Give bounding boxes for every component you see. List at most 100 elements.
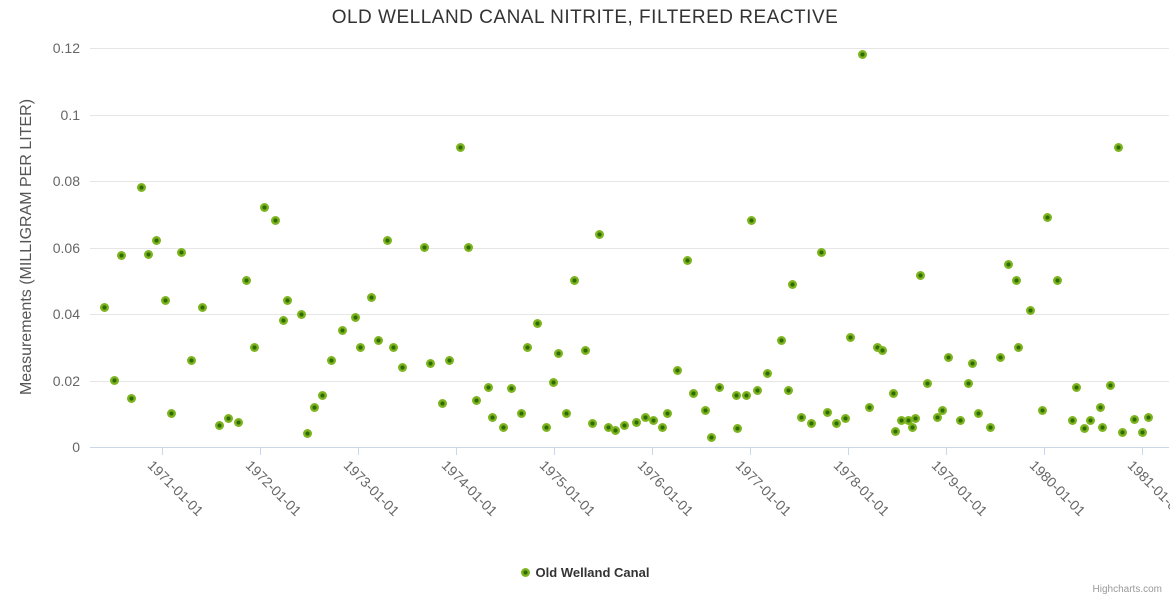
data-point[interactable] [472,395,482,405]
data-point[interactable] [554,349,564,359]
data-point[interactable] [1079,424,1089,434]
data-point[interactable] [197,302,207,312]
data-point[interactable] [327,356,337,366]
data-point[interactable] [1106,380,1116,390]
data-point[interactable] [224,414,234,424]
data-point[interactable] [822,407,832,417]
data-point[interactable] [420,243,430,252]
data-point[interactable] [911,414,921,424]
data-point[interactable] [996,352,1006,362]
legend-item-old-welland-canal[interactable]: Old Welland Canal [535,564,650,580]
data-point[interactable] [658,422,668,432]
data-point[interactable] [753,385,763,395]
data-point[interactable] [817,247,827,257]
data-point[interactable] [487,412,497,422]
data-point[interactable] [840,414,850,424]
data-point[interactable] [787,279,797,289]
data-point[interactable] [673,366,683,376]
data-point[interactable] [932,412,942,422]
data-point[interactable] [161,296,171,306]
data-point[interactable] [382,236,392,246]
data-point[interactable] [587,419,597,429]
data-point[interactable] [367,292,377,302]
data-point[interactable] [908,422,918,432]
data-point[interactable] [570,276,580,286]
data-point[interactable] [964,379,974,389]
data-point[interactable] [611,425,621,435]
data-point[interactable] [783,385,793,395]
data-point[interactable] [99,302,109,312]
data-point[interactable] [1071,382,1081,392]
highcharts-credits-link[interactable]: Highcharts.com [1092,584,1162,595]
data-point[interactable] [973,409,983,419]
data-point[interactable] [215,420,225,430]
data-point[interactable] [241,276,251,286]
data-point[interactable] [1067,415,1077,425]
data-point[interactable] [110,376,120,385]
data-point[interactable] [1043,213,1053,223]
data-point[interactable] [444,356,454,366]
data-point[interactable] [890,426,900,436]
data-point[interactable] [858,50,868,60]
data-point[interactable] [682,256,692,266]
data-point[interactable] [937,405,947,415]
data-point[interactable] [177,247,187,257]
data-point[interactable] [532,319,542,329]
data-point[interactable] [562,409,572,419]
data-point[interactable] [741,390,751,400]
data-point[interactable] [731,390,741,400]
data-point[interactable] [302,429,312,439]
data-point[interactable] [397,362,407,372]
data-point[interactable] [865,402,875,412]
data-point[interactable] [831,419,841,429]
data-point[interactable] [517,409,527,419]
data-point[interactable] [580,346,590,356]
data-point[interactable] [872,342,882,352]
data-point[interactable] [1053,276,1063,286]
data-point[interactable] [271,216,281,226]
data-point[interactable] [732,424,742,434]
data-point[interactable] [426,359,436,369]
data-point[interactable] [388,342,398,352]
data-point[interactable] [456,143,466,153]
data-point[interactable] [604,422,614,432]
data-point[interactable] [296,309,306,319]
data-point[interactable] [523,342,533,352]
data-point[interactable] [922,379,932,389]
data-point[interactable] [541,422,551,432]
data-point[interactable] [117,251,127,261]
data-point[interactable] [350,312,360,322]
data-point[interactable] [260,203,270,213]
data-point[interactable] [337,326,347,336]
data-point[interactable] [688,389,698,399]
data-point[interactable] [186,356,196,366]
data-point[interactable] [1037,405,1047,415]
data-point[interactable] [707,432,717,442]
data-point[interactable] [845,332,855,342]
data-point[interactable] [943,352,953,362]
data-point[interactable] [663,409,673,419]
data-point[interactable] [897,415,907,425]
data-point[interactable] [701,405,711,415]
data-point[interactable] [985,422,995,432]
data-point[interactable] [1114,143,1124,153]
data-point[interactable] [1012,276,1022,286]
data-point[interactable] [877,346,887,356]
data-point[interactable] [807,419,817,429]
data-point[interactable] [968,359,977,369]
data-point[interactable] [374,336,384,346]
data-point[interactable] [904,415,914,425]
data-point[interactable] [167,409,177,419]
data-point[interactable] [356,342,366,352]
data-point[interactable] [776,336,786,346]
data-point[interactable] [640,412,650,422]
data-point[interactable] [1098,422,1108,432]
data-point[interactable] [1025,306,1035,316]
data-point[interactable] [498,422,508,432]
data-point[interactable] [151,236,161,246]
data-point[interactable] [1096,402,1106,412]
data-point[interactable] [594,229,604,239]
data-point[interactable] [956,415,966,425]
data-point[interactable] [318,390,328,400]
data-point[interactable] [648,415,658,425]
